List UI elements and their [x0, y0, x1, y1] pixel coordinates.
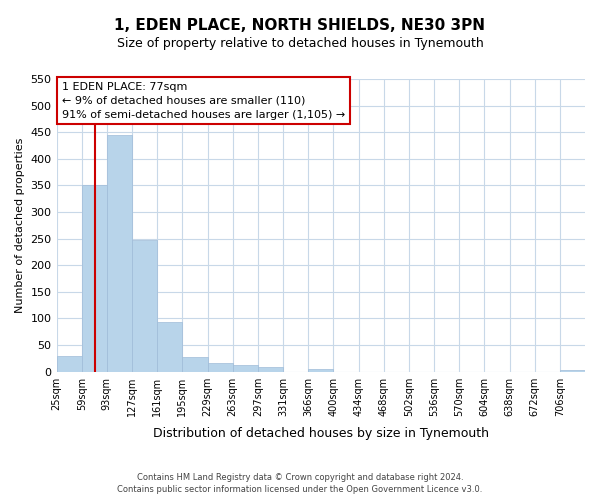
Text: 1 EDEN PLACE: 77sqm
← 9% of detached houses are smaller (110)
91% of semi-detach: 1 EDEN PLACE: 77sqm ← 9% of detached hou… — [62, 82, 345, 120]
Bar — [56, 356, 82, 372]
Bar — [157, 322, 182, 372]
Bar — [560, 370, 585, 372]
Bar — [308, 369, 334, 372]
Bar — [107, 135, 132, 372]
X-axis label: Distribution of detached houses by size in Tynemouth: Distribution of detached houses by size … — [153, 427, 489, 440]
Bar — [132, 240, 157, 372]
Bar — [208, 363, 233, 372]
Bar — [233, 364, 258, 372]
Y-axis label: Number of detached properties: Number of detached properties — [15, 138, 25, 313]
Text: Contains HM Land Registry data © Crown copyright and database right 2024.: Contains HM Land Registry data © Crown c… — [137, 473, 463, 482]
Text: 1, EDEN PLACE, NORTH SHIELDS, NE30 3PN: 1, EDEN PLACE, NORTH SHIELDS, NE30 3PN — [115, 18, 485, 32]
Bar — [82, 186, 107, 372]
Text: Size of property relative to detached houses in Tynemouth: Size of property relative to detached ho… — [116, 38, 484, 51]
Bar — [258, 368, 283, 372]
Text: Contains public sector information licensed under the Open Government Licence v3: Contains public sector information licen… — [118, 486, 482, 494]
Bar — [182, 358, 208, 372]
